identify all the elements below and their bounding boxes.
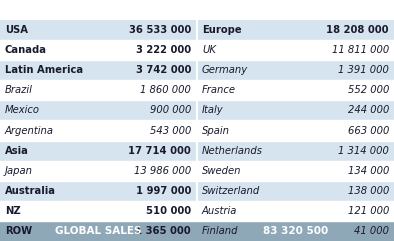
- Bar: [0, 221, 197, 241]
- Text: Finland: Finland: [202, 226, 238, 236]
- Text: Europe: Europe: [202, 25, 242, 35]
- Text: 1 365 000: 1 365 000: [136, 226, 191, 236]
- Bar: [0, 221, 197, 241]
- Bar: [0, 120, 197, 141]
- Bar: [197, 40, 394, 60]
- Text: 1 860 000: 1 860 000: [140, 85, 191, 95]
- Text: 83 320 500: 83 320 500: [263, 226, 328, 236]
- Bar: [197, 80, 394, 100]
- Text: 1 997 000: 1 997 000: [136, 186, 191, 196]
- Text: Netherlands: Netherlands: [202, 146, 263, 156]
- Text: Italy: Italy: [202, 105, 224, 115]
- Text: Germany: Germany: [202, 65, 248, 75]
- Text: 1 314 000: 1 314 000: [338, 146, 389, 156]
- Bar: [197, 221, 394, 241]
- Text: 41 000: 41 000: [354, 226, 389, 236]
- Text: 3 742 000: 3 742 000: [136, 65, 191, 75]
- Bar: [197, 181, 394, 201]
- Text: 11 811 000: 11 811 000: [332, 45, 389, 55]
- Text: Brazil: Brazil: [5, 85, 33, 95]
- Text: 3 222 000: 3 222 000: [136, 45, 191, 55]
- Bar: [0, 141, 197, 161]
- Text: 17 714 000: 17 714 000: [128, 146, 191, 156]
- Bar: [0, 40, 197, 60]
- Text: Spain: Spain: [202, 126, 230, 135]
- Text: 134 000: 134 000: [348, 166, 389, 176]
- Text: 510 000: 510 000: [146, 206, 191, 216]
- Text: 18 208 000: 18 208 000: [327, 25, 389, 35]
- Bar: [197, 221, 394, 241]
- Text: Asia: Asia: [5, 146, 29, 156]
- Text: GLOBAL SALES: GLOBAL SALES: [55, 226, 142, 236]
- Text: 121 000: 121 000: [348, 206, 389, 216]
- Bar: [0, 161, 197, 181]
- Text: 552 000: 552 000: [348, 85, 389, 95]
- Text: Australia: Australia: [5, 186, 56, 196]
- Bar: [197, 20, 394, 40]
- Text: UK: UK: [202, 45, 216, 55]
- Text: ROW: ROW: [5, 226, 32, 236]
- Text: Japan: Japan: [5, 166, 33, 176]
- Bar: [197, 100, 394, 120]
- Bar: [0, 20, 197, 40]
- Bar: [197, 120, 394, 141]
- Text: 543 000: 543 000: [150, 126, 191, 135]
- Text: Switzerland: Switzerland: [202, 186, 260, 196]
- Bar: [0, 201, 197, 221]
- Text: Argentina: Argentina: [5, 126, 54, 135]
- Bar: [197, 161, 394, 181]
- Text: 138 000: 138 000: [348, 186, 389, 196]
- Text: 244 000: 244 000: [348, 105, 389, 115]
- Text: USA: USA: [5, 25, 28, 35]
- Text: 13 986 000: 13 986 000: [134, 166, 191, 176]
- Bar: [0, 80, 197, 100]
- Text: Austria: Austria: [202, 206, 237, 216]
- Text: France: France: [202, 85, 236, 95]
- Text: 36 533 000: 36 533 000: [129, 25, 191, 35]
- Text: Latin America: Latin America: [5, 65, 83, 75]
- Text: 663 000: 663 000: [348, 126, 389, 135]
- Text: NZ: NZ: [5, 206, 21, 216]
- Text: 1 391 000: 1 391 000: [338, 65, 389, 75]
- Text: 900 000: 900 000: [150, 105, 191, 115]
- Text: Mexico: Mexico: [5, 105, 40, 115]
- Bar: [0, 181, 197, 201]
- Bar: [197, 141, 394, 161]
- Bar: [197, 201, 394, 221]
- Bar: [0, 100, 197, 120]
- Bar: [0, 60, 197, 80]
- Text: Canada: Canada: [5, 45, 47, 55]
- Text: Sweden: Sweden: [202, 166, 242, 176]
- Bar: [197, 60, 394, 80]
